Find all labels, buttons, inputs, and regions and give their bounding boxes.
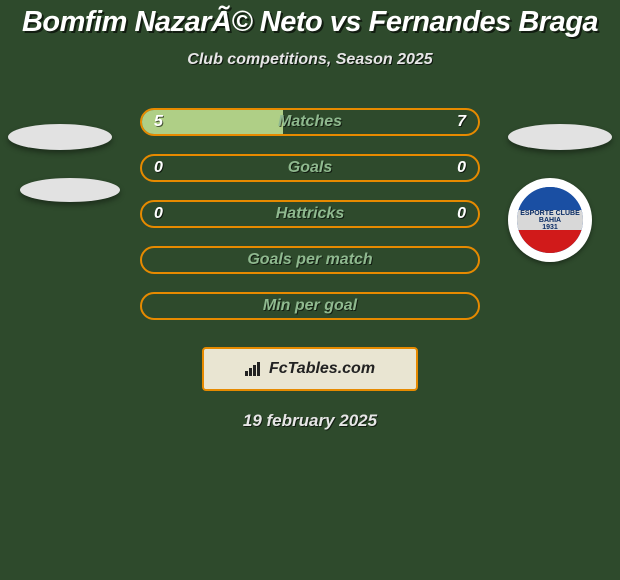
- stat-bar-left-fill: [142, 110, 283, 134]
- club-badge-inner: ESPORTE CLUBE BAHIA1931: [515, 185, 585, 255]
- stat-value-right: 0: [457, 159, 466, 177]
- stat-bar: Min per goal: [140, 292, 480, 320]
- stat-row: Min per goal: [0, 283, 620, 329]
- club-badge: ESPORTE CLUBE BAHIA1931: [508, 178, 592, 262]
- stat-label: Goals per match: [247, 251, 372, 269]
- stat-value-left: 0: [154, 159, 163, 177]
- content: Bomfim NazarÃ© Neto vs Fernandes Braga C…: [0, 0, 620, 431]
- page-title: Bomfim NazarÃ© Neto vs Fernandes Braga: [0, 0, 620, 39]
- stat-bar: Goals 0 0: [140, 154, 480, 182]
- fctables-label: FcTables.com: [269, 360, 375, 378]
- stat-bar: Matches 5 7: [140, 108, 480, 136]
- player-ellipse: [508, 124, 612, 150]
- stat-value-right: 7: [457, 113, 466, 131]
- stat-bar: Hattricks 0 0: [140, 200, 480, 228]
- stat-value-left: 0: [154, 205, 163, 223]
- stat-bar: Goals per match: [140, 246, 480, 274]
- stat-label: Min per goal: [263, 297, 357, 315]
- club-badge-text: ESPORTE CLUBE BAHIA1931: [517, 210, 583, 231]
- player-ellipse: [20, 178, 120, 202]
- stat-label: Matches: [278, 113, 342, 131]
- player-ellipse: [8, 124, 112, 150]
- stat-label: Hattricks: [276, 205, 344, 223]
- stat-value-right: 0: [457, 205, 466, 223]
- subtitle: Club competitions, Season 2025: [0, 51, 620, 69]
- fctables-box: FcTables.com: [202, 347, 418, 391]
- stat-label: Goals: [288, 159, 332, 177]
- date-label: 19 february 2025: [0, 411, 620, 431]
- stat-value-left: 5: [154, 113, 163, 131]
- bar-chart-icon: [245, 362, 263, 376]
